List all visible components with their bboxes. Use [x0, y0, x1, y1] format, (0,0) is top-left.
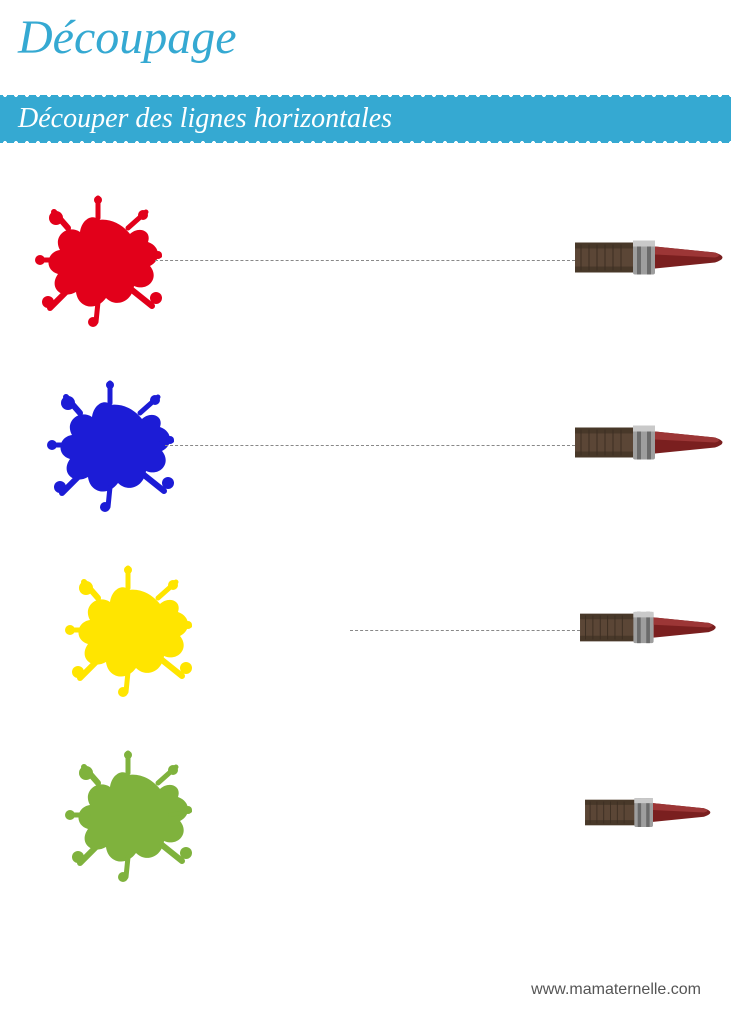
paint-splat [58, 745, 198, 885]
footer-url: www.mamaternelle.com [531, 981, 701, 999]
activity-row [0, 565, 731, 695]
instruction-banner: Découper des lignes horizontales [0, 95, 731, 143]
activity-row [0, 380, 731, 510]
paint-splat [28, 190, 168, 330]
cut-line [350, 630, 580, 631]
paint-splat-icon [28, 190, 168, 330]
paintbrush-icon [575, 237, 730, 279]
activity-row [0, 750, 731, 880]
cut-line [165, 445, 575, 446]
paint-splat [58, 560, 198, 700]
activity-row [0, 195, 731, 325]
paintbrush [575, 237, 730, 284]
title-text: Découpage [18, 11, 237, 64]
paint-splat [40, 375, 180, 515]
paintbrush [585, 795, 717, 836]
paintbrush [575, 422, 730, 469]
paintbrush [580, 608, 723, 652]
paint-splat-icon [58, 745, 198, 885]
paint-splat-icon [40, 375, 180, 515]
page-title: Découpage [18, 10, 237, 65]
paintbrush-icon [575, 422, 730, 464]
footer-text: www.mamaternelle.com [531, 981, 701, 998]
paint-splat-icon [58, 560, 198, 700]
paintbrush-icon [585, 795, 717, 831]
paintbrush-icon [580, 608, 723, 647]
banner-text: Découper des lignes horizontales [18, 103, 392, 135]
cut-line [155, 260, 575, 261]
